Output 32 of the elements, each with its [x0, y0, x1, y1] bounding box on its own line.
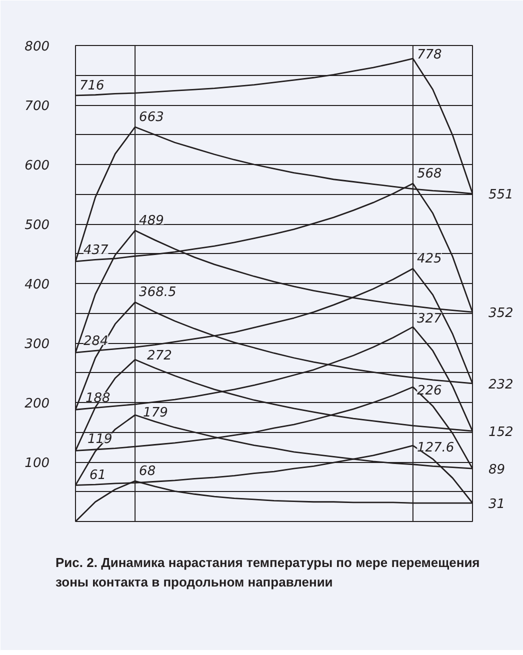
data-label: 568: [416, 166, 442, 182]
data-label: 663: [139, 110, 164, 126]
data-label: 68: [139, 464, 156, 480]
data-label: 327: [416, 311, 442, 326]
y-tick-label: 700: [24, 99, 50, 114]
y-tick-label: 500: [24, 218, 50, 233]
data-label: 152: [488, 425, 514, 440]
y-tick-label: 200: [24, 396, 50, 412]
y-tick-label: 800: [24, 40, 50, 54]
data-label: 61: [90, 468, 106, 484]
y-tick-label: 100: [24, 456, 50, 471]
data-label: 716: [80, 78, 104, 94]
text: Рис. 2. Динамика нарастания температуры по мере перемещения зоны контакта в продольном направлении: [56, 555, 480, 590]
data-label: 425: [416, 252, 442, 267]
data-label: 89: [488, 462, 506, 478]
data-label: 31: [488, 497, 506, 512]
data-label: 551: [488, 188, 514, 203]
data-label: 127.6: [416, 440, 454, 456]
data-label: 284: [84, 334, 108, 350]
y-tick-label: 400: [24, 278, 50, 292]
data-label: 489: [139, 214, 164, 229]
data-label: 226: [416, 384, 442, 399]
data-label: 352: [488, 306, 514, 322]
data-label: 778: [416, 48, 442, 63]
data-label: 272: [147, 348, 172, 364]
data-label: 437: [84, 242, 110, 258]
y-tick-label: 600: [24, 158, 50, 174]
data-label: 368.5: [139, 285, 176, 300]
data-label: 232: [488, 377, 514, 392]
y-tick-label: 300: [24, 337, 50, 352]
data-label: 179: [143, 405, 168, 420]
data-label: 119: [88, 432, 112, 448]
